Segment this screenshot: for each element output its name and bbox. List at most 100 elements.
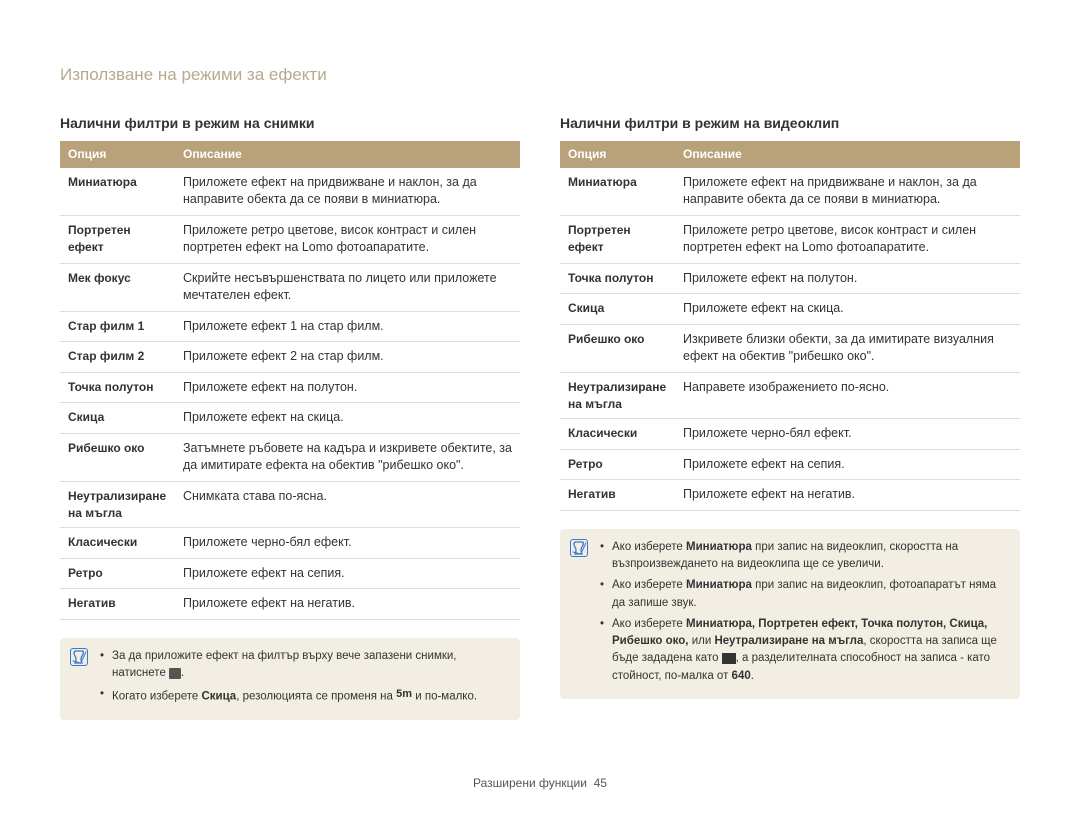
note-text: За да приложите ефект на филтър върху ве… [112,650,457,679]
table-row: НегативПриложете ефект на негатив. [60,589,520,620]
table-row: Рибешко окоИзкривете близки обекти, за д… [560,324,1020,372]
two-column-layout: Налични филтри в режим на снимки Опция О… [60,115,1020,720]
table-row: Портретен ефектПриложете ретро цветове, … [560,215,1020,263]
description-cell: Приложете ефект 1 на стар филм. [175,311,520,342]
note-text: Ако изберете [612,618,686,630]
description-cell: Приложете ефект на скица. [175,403,520,434]
video-notes-box: Ако изберете Миниатюра при запис на виде… [560,529,1020,699]
note-text: . [751,670,754,682]
description-cell: Изкривете близки обекти, за да имитирате… [675,324,1020,372]
description-cell: Направете изображението по-ясно. [675,372,1020,419]
table-row: Мек фокусСкрийте несъвършенствата по лиц… [60,263,520,311]
option-cell: Портретен ефект [60,215,175,263]
description-cell: Приложете ефект 2 на стар филм. [175,342,520,373]
footer-page-number: 45 [594,776,607,790]
description-cell: Приложете черно-бял ефект. [675,419,1020,450]
option-cell: Мек фокус [60,263,175,311]
option-cell: Стар филм 2 [60,342,175,373]
description-cell: Скрийте несъвършенствата по лицето или п… [175,263,520,311]
right-section-heading: Налични филтри в режим на видеоклип [560,115,1020,131]
option-cell: Неутрализиране на мъгла [60,481,175,528]
left-column: Налични филтри в режим на снимки Опция О… [60,115,520,720]
table-row: НегативПриложете ефект на негатив. [560,480,1020,511]
option-cell: Миниатюра [560,168,675,216]
option-cell: Портретен ефект [560,215,675,263]
video-note-2: Ако изберете Миниатюра при запис на виде… [600,577,1008,612]
description-cell: Приложете ефект на полутон. [675,263,1020,294]
description-cell: Приложете ретро цветове, висок контраст … [175,215,520,263]
option-cell: Ретро [560,449,675,480]
table-row: РетроПриложете ефект на сепия. [60,558,520,589]
table-row: МиниатюраПриложете ефект на придвижване … [60,168,520,216]
option-cell: Стар филм 1 [60,311,175,342]
table-row: Неутрализиране на мъглаНаправете изображ… [560,372,1020,419]
page-title: Използване на режими за ефекти [60,65,1020,85]
video-filters-tbody: МиниатюраПриложете ефект на придвижване … [560,168,1020,511]
photo-filters-table: Опция Описание МиниатюраПриложете ефект … [60,141,520,620]
option-cell: Рибешко око [60,433,175,481]
note-bold: Неутрализиране на мъгла [714,635,863,647]
video-note-1: Ако изберете Миниатюра при запис на виде… [600,539,1008,574]
video-note-3: Ако изберете Миниатюра, Портретен ефект,… [600,616,1008,685]
note-text: , резолюцията се променя на [236,691,396,703]
note-bold: Миниатюра [686,541,752,553]
record-speed-icon [722,653,736,664]
description-cell: Приложете ефект на полутон. [175,372,520,403]
note-text: . [181,667,184,679]
table-row: МиниатюраПриложете ефект на придвижване … [560,168,1020,216]
option-cell: Негатив [560,480,675,511]
description-cell: Приложете ефект на сепия. [175,558,520,589]
note-bold: Скица [201,691,236,703]
note-text: Ако изберете [612,579,686,591]
table-row: СкицаПриложете ефект на скица. [60,403,520,434]
photo-note-2: Когато изберете Скица, резолюцията се пр… [100,686,508,706]
photo-note-1: За да приложите ефект на филтър върху ве… [100,648,508,683]
description-cell: Приложете ретро цветове, висок контраст … [675,215,1020,263]
description-cell: Приложете черно-бял ефект. [175,528,520,559]
note-icon [570,539,588,557]
description-cell: Приложете ефект на негатив. [175,589,520,620]
note-text: Когато изберете [112,691,201,703]
table-row: Неутрализиране на мъглаСнимката става по… [60,481,520,528]
table-row: КласическиПриложете черно-бял ефект. [60,528,520,559]
col-header-description: Описание [175,141,520,168]
description-cell: Приложете ефект на придвижване и наклон,… [175,168,520,216]
option-cell: Точка полутон [60,372,175,403]
table-row: Портретен ефектПриложете ретро цветове, … [60,215,520,263]
note-bold: 640 [732,670,751,682]
page-footer: Разширени функции 45 [0,776,1080,790]
edit-icon [169,668,181,679]
option-cell: Неутрализиране на мъгла [560,372,675,419]
option-cell: Скица [560,294,675,325]
resolution-icon: 5m [396,686,412,703]
table-row: Стар филм 1Приложете ефект 1 на стар фил… [60,311,520,342]
option-cell: Миниатюра [60,168,175,216]
description-cell: Приложете ефект на сепия. [675,449,1020,480]
option-cell: Рибешко око [560,324,675,372]
video-filters-table: Опция Описание МиниатюраПриложете ефект … [560,141,1020,511]
description-cell: Снимката става по-ясна. [175,481,520,528]
option-cell: Класически [560,419,675,450]
description-cell: Приложете ефект на скица. [675,294,1020,325]
note-icon [70,648,88,666]
option-cell: Ретро [60,558,175,589]
left-section-heading: Налични филтри в режим на снимки [60,115,520,131]
description-cell: Приложете ефект на негатив. [675,480,1020,511]
photo-filters-tbody: МиниатюраПриложете ефект на придвижване … [60,168,520,620]
table-row: Точка полутонПриложете ефект на полутон. [560,263,1020,294]
table-row: КласическиПриложете черно-бял ефект. [560,419,1020,450]
table-row: СкицаПриложете ефект на скица. [560,294,1020,325]
table-row: Точка полутонПриложете ефект на полутон. [60,372,520,403]
option-cell: Точка полутон [560,263,675,294]
description-cell: Затъмнете ръбовете на кадъра и изкривете… [175,433,520,481]
footer-label: Разширени функции [473,776,587,790]
photo-notes-box: За да приложите ефект на филтър върху ве… [60,638,520,720]
note-text: и по-малко. [412,691,477,703]
note-text: или [689,635,715,647]
description-cell: Приложете ефект на придвижване и наклон,… [675,168,1020,216]
table-row: РетроПриложете ефект на сепия. [560,449,1020,480]
col-header-option: Опция [560,141,675,168]
right-column: Налични филтри в режим на видеоклип Опци… [560,115,1020,720]
table-row: Стар филм 2Приложете ефект 2 на стар фил… [60,342,520,373]
option-cell: Скица [60,403,175,434]
